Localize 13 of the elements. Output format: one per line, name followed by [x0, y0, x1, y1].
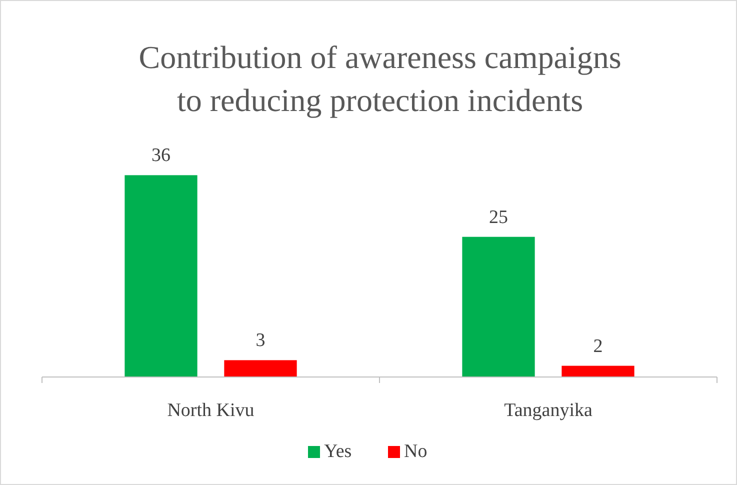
legend-label: No: [404, 441, 428, 462]
bar: [562, 366, 634, 377]
bar: [124, 175, 198, 377]
data-label: 3: [256, 330, 266, 352]
data-label: 36: [152, 145, 171, 166]
x-tick-label: Tanganyika: [504, 400, 593, 421]
x-tick-label: North Kivu: [167, 400, 255, 421]
data-label: 2: [593, 336, 603, 357]
bar: [224, 360, 297, 377]
legend-label: Yes: [324, 441, 352, 462]
chart-title: Contribution of awareness campaigns to reducing protection incidents: [138, 39, 622, 118]
bar: [462, 236, 535, 377]
data-label: 25: [489, 206, 508, 228]
